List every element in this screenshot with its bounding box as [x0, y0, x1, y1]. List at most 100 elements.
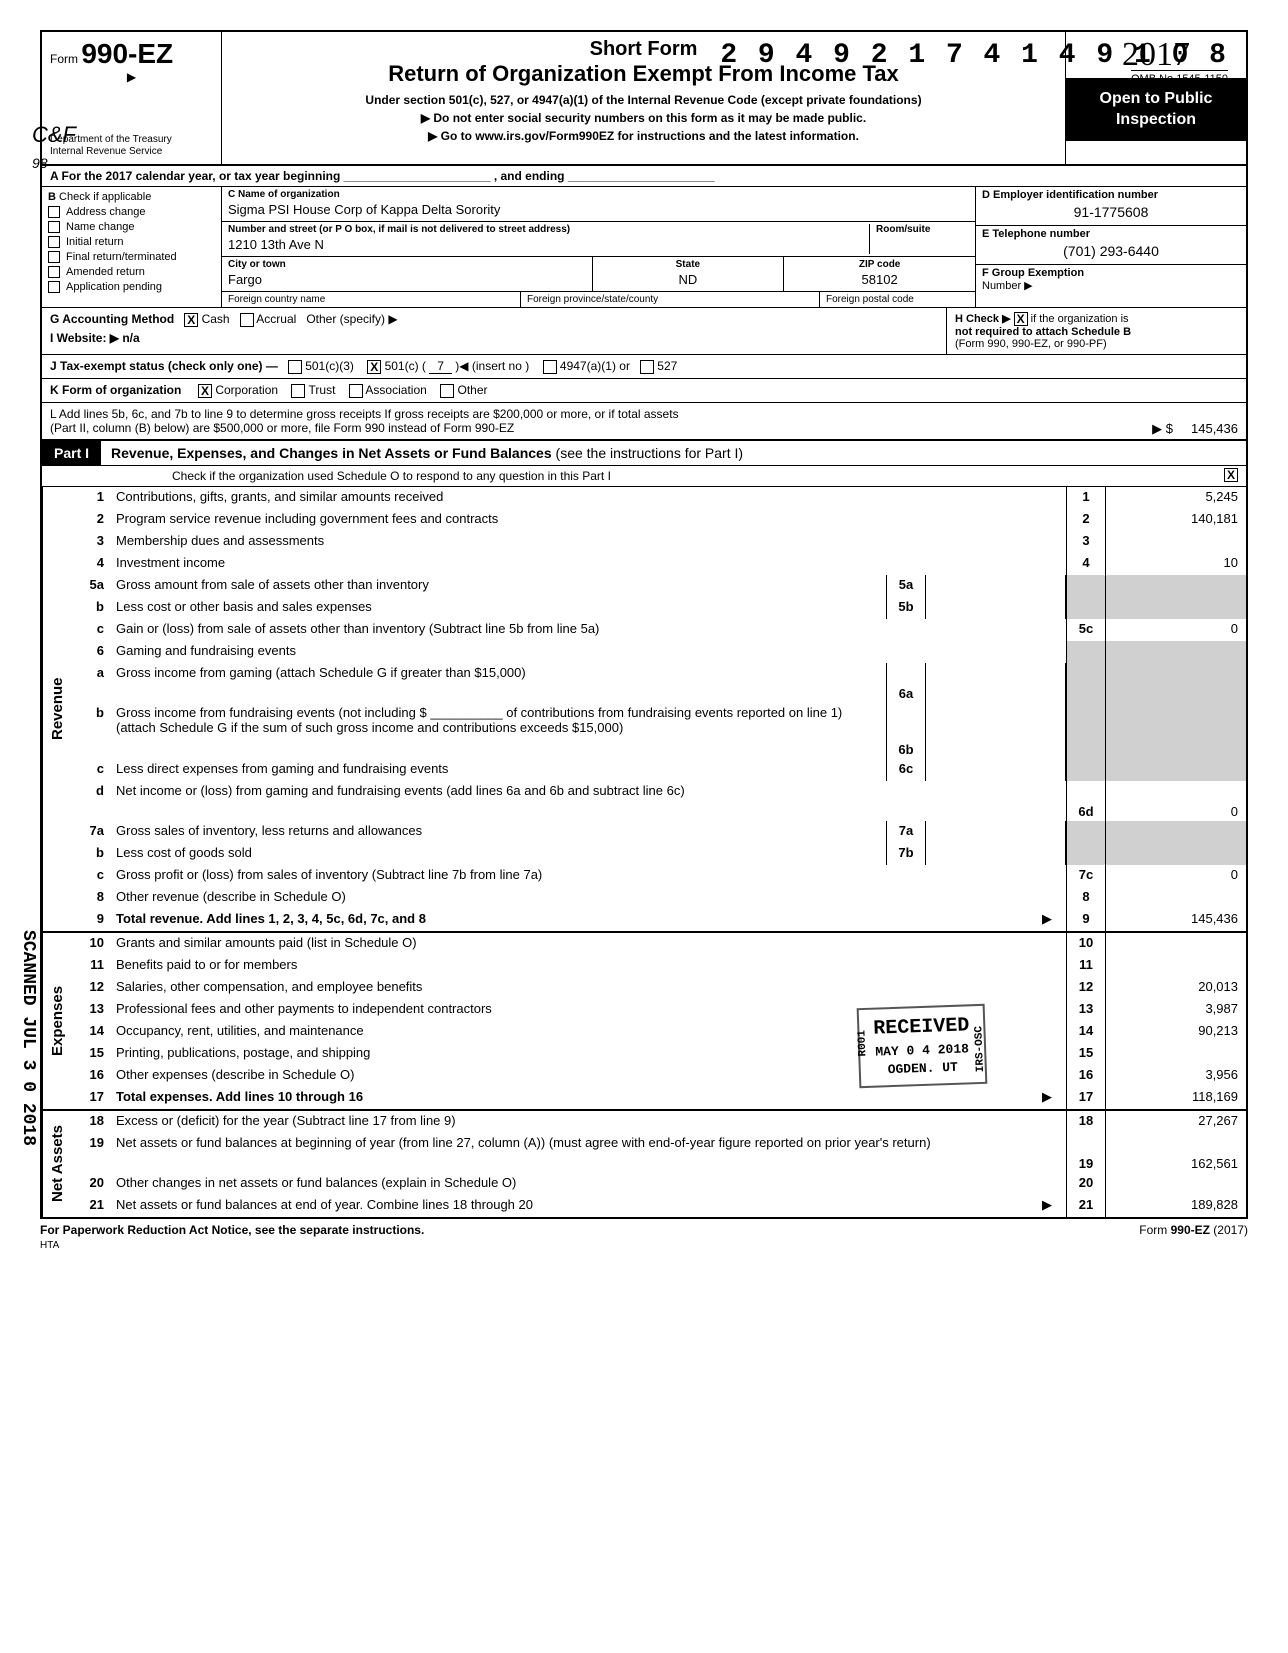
checkbox-amended[interactable] [48, 266, 60, 278]
ln-5a-rn [1066, 575, 1106, 597]
ln-10-val [1106, 933, 1246, 955]
ln-13-val: 3,987 [1106, 999, 1246, 1021]
footer-paperwork: For Paperwork Reduction Act Notice, see … [40, 1223, 424, 1237]
ln-11-rn: 11 [1066, 955, 1106, 977]
label-foreign-country: Foreign country name [228, 294, 325, 305]
ln-5b-rn [1066, 597, 1106, 619]
ln-2-val: 140,181 [1106, 509, 1246, 531]
ln-6b-num: b [72, 703, 112, 759]
label-insert-no: )◀ (insert no ) [455, 359, 529, 373]
ln-5a-mn: 5a [886, 575, 926, 597]
checkbox-527[interactable] [640, 360, 654, 374]
ln-16-num: 16 [72, 1065, 112, 1087]
ln-20-rn: 20 [1066, 1173, 1106, 1195]
checkbox-initial-return[interactable] [48, 236, 60, 248]
ln-16-val: 3,956 [1106, 1065, 1246, 1087]
row-l-arrow: ▶ $ [1152, 421, 1173, 436]
ln-6-text: Gaming and fundraising events [112, 641, 1066, 663]
row-k: K Form of organization X Corporation Tru… [40, 379, 1248, 403]
label-other-method: Other (specify) ▶ [306, 312, 397, 326]
ln-5b-rv [1106, 597, 1246, 619]
ln-5c-val: 0 [1106, 619, 1246, 641]
ln-7b-text: Less cost of goods sold [112, 843, 886, 865]
checkbox-501c[interactable]: X [367, 360, 381, 374]
stamp-side1: R001 [855, 1030, 871, 1057]
ln-7a-text: Gross sales of inventory, less returns a… [112, 821, 886, 843]
ln-11-num: 11 [72, 955, 112, 977]
header-left: Form 990-EZ ▶ C&F 98 Department of the T… [42, 32, 222, 164]
checkbox-trust[interactable] [291, 384, 305, 398]
label-k: K Form of organization [50, 383, 181, 397]
ln-6c-mn: 6c [886, 759, 926, 781]
label-j: J Tax-exempt status (check only one) — [50, 359, 278, 373]
ln-21-rn: 21 [1066, 1195, 1106, 1217]
ln-15-val [1106, 1043, 1246, 1065]
row-a-tax-year: A For the 2017 calendar year, or tax yea… [40, 166, 1248, 187]
org-info-block: B Check if applicable Address change Nam… [40, 187, 1248, 308]
ln-7a-mn: 7a [886, 821, 926, 843]
ln-8-rn: 8 [1066, 887, 1106, 909]
side-netassets: Net Assets [42, 1111, 72, 1217]
ln-19-rn: 19 [1066, 1133, 1106, 1173]
ln-20-num: 20 [72, 1173, 112, 1195]
side-revenue: Revenue [42, 487, 72, 931]
ln-21-val: 189,828 [1106, 1195, 1246, 1217]
label-app-pending: Application pending [66, 281, 162, 293]
ln-6b-rv [1106, 703, 1246, 759]
label-address-change: Address change [66, 206, 146, 218]
ln-8-text: Other revenue (describe in Schedule O) [112, 887, 1066, 909]
checkbox-app-pending[interactable] [48, 281, 60, 293]
ln-11-val [1106, 955, 1246, 977]
dln-number: 2 9 4 9 2 1 7 4 1 4 9 1 0 8 [720, 40, 1228, 71]
row-j: J Tax-exempt status (check only one) — 5… [40, 355, 1248, 379]
ln-5b-text: Less cost or other basis and sales expen… [112, 597, 886, 619]
ln-17-text: Total expenses. Add lines 10 through 16▶ [112, 1087, 1066, 1109]
ln-8-val [1106, 887, 1246, 909]
checkbox-501c3[interactable] [288, 360, 302, 374]
part1-header: Part I Revenue, Expenses, and Changes in… [40, 441, 1248, 466]
checkbox-assoc[interactable] [349, 384, 363, 398]
checkbox-4947[interactable] [543, 360, 557, 374]
ln-13-num: 13 [72, 999, 112, 1021]
label-initial-return: Initial return [66, 236, 123, 248]
ln-7a-rn [1066, 821, 1106, 843]
ln-6c-rv [1106, 759, 1246, 781]
label-zip: ZIP code [790, 259, 969, 270]
checkbox-final-return[interactable] [48, 251, 60, 263]
label-state: State [599, 259, 778, 270]
ln-3-text: Membership dues and assessments [112, 531, 1066, 553]
ln-6b-text: Gross income from fundraising events (no… [112, 703, 886, 759]
checkbox-name-change[interactable] [48, 221, 60, 233]
ln-3-val [1106, 531, 1246, 553]
checkbox-address-change[interactable] [48, 206, 60, 218]
label-group-number: Number ▶ [982, 279, 1240, 292]
checkbox-h[interactable]: X [1014, 312, 1028, 326]
ln-18-val: 27,267 [1106, 1111, 1246, 1133]
checkbox-schedule-o[interactable]: X [1224, 468, 1238, 482]
ln-17-val: 118,169 [1106, 1087, 1246, 1109]
header-sub2: ▶ Do not enter social security numbers o… [232, 109, 1055, 127]
gross-receipts-value: 145,436 [1191, 421, 1238, 436]
ln-12-rn: 12 [1066, 977, 1106, 999]
label-amended: Amended return [66, 266, 145, 278]
checkbox-other-org[interactable] [440, 384, 454, 398]
ln-14-num: 14 [72, 1021, 112, 1043]
ln-2-rn: 2 [1066, 509, 1106, 531]
ln-6a-rn [1066, 663, 1106, 703]
form-number: Form 990-EZ ▶ [50, 38, 213, 84]
label-assoc: Association [365, 383, 426, 397]
ln-14-val: 90,213 [1106, 1021, 1246, 1043]
ln-18-rn2: 18 [1066, 1111, 1106, 1133]
ln-6c-rn [1066, 759, 1106, 781]
ln-15-num: 15 [72, 1043, 112, 1065]
checkbox-accrual[interactable] [240, 313, 254, 327]
checkbox-corp[interactable]: X [198, 384, 212, 398]
part1-check-line: Check if the organization used Schedule … [40, 466, 1248, 487]
ln-7a-rv [1106, 821, 1246, 843]
col-de: D Employer identification number 91-1775… [976, 187, 1246, 307]
checkbox-cash[interactable]: X [184, 313, 198, 327]
check-if-applicable: Check if applicable [59, 191, 151, 203]
side-expenses: Expenses [42, 933, 72, 1109]
ln-7a-num: 7a [72, 821, 112, 843]
ln-5b-num: b [72, 597, 112, 619]
